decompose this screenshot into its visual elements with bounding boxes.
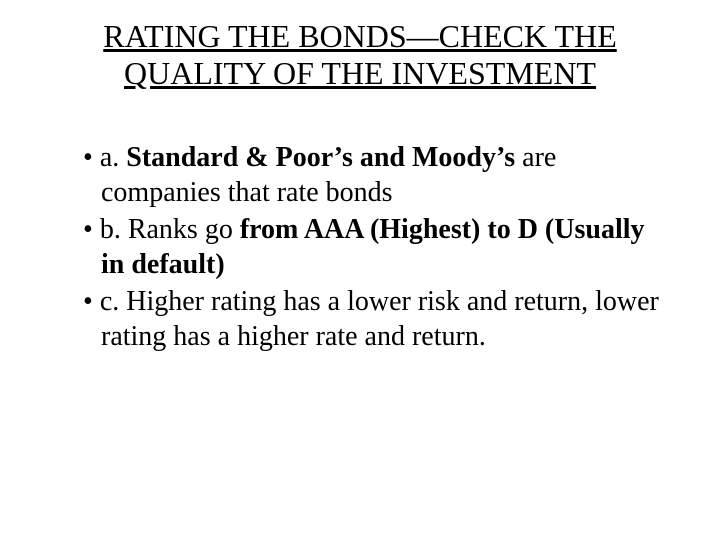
slide-title: RATING THE BONDS—CHECK THE QUALITY OF TH… xyxy=(30,18,690,92)
bullet-c: c. Higher rating has a lower risk and re… xyxy=(75,284,660,354)
bullet-b: b. Ranks go from AAA (Highest) to D (Usu… xyxy=(75,212,660,282)
slide-body: a. Standard & Poor’s and Moody’s are com… xyxy=(75,140,660,356)
bullet-b-label: b. xyxy=(100,214,121,245)
slide: RATING THE BONDS—CHECK THE QUALITY OF TH… xyxy=(0,0,720,540)
bullet-a-bold: Standard & Poor’s and Moody’s xyxy=(119,142,515,173)
bullet-c-text: Higher rating has a lower risk and retur… xyxy=(101,286,659,352)
bullet-a: a. Standard & Poor’s and Moody’s are com… xyxy=(75,140,660,210)
bullet-b-prefix: Ranks go xyxy=(121,214,240,245)
bullet-a-label: a. xyxy=(100,142,119,173)
bullet-c-label: c. xyxy=(100,286,119,317)
